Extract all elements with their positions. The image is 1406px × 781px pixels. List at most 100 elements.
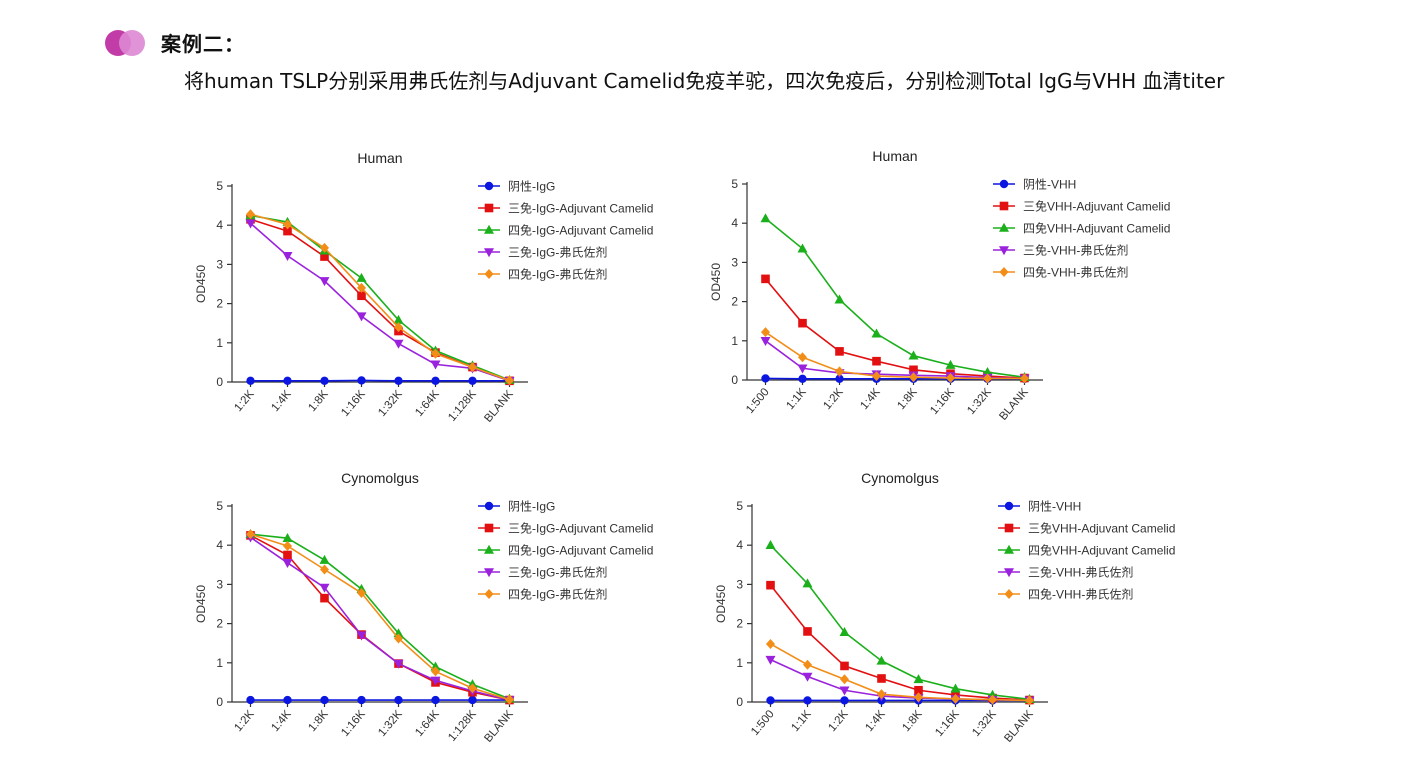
legend-label: 阴性-IgG xyxy=(508,180,555,194)
series-4 xyxy=(246,209,514,386)
data-point xyxy=(283,540,292,551)
legend-label: 四免-IgG-Adjuvant Camelid xyxy=(508,543,653,558)
legend-item: 四免-VHH-弗氏佐剂 xyxy=(993,265,1128,280)
data-point xyxy=(951,693,960,704)
legend-marker xyxy=(484,269,494,279)
series-line xyxy=(250,533,510,701)
legend-marker xyxy=(484,181,494,191)
data-point xyxy=(393,314,404,324)
legend-item: 三免-IgG-Adjuvant Camelid xyxy=(478,201,653,216)
x-tick-label: 1:500 xyxy=(749,708,777,738)
data-point xyxy=(283,376,292,386)
data-point xyxy=(357,376,366,385)
data-point xyxy=(803,627,812,636)
legend-item: 三免-IgG-Adjuvant Camelid xyxy=(478,521,653,536)
x-tick-label: 1:8K xyxy=(900,708,925,734)
data-point xyxy=(245,219,256,229)
legend-label: 三免-VHH-弗氏佐剂 xyxy=(1023,243,1128,258)
chart-title: Human xyxy=(872,148,917,164)
data-point xyxy=(320,564,329,575)
y-tick-label: 0 xyxy=(731,373,738,387)
data-point xyxy=(835,347,844,356)
data-point xyxy=(839,686,850,696)
legend-item: 四免-IgG-弗氏佐剂 xyxy=(478,267,607,282)
legend-marker xyxy=(484,544,494,554)
y-tick-label: 5 xyxy=(731,177,738,191)
x-tick-label: 1:16K xyxy=(928,386,957,417)
x-tick-label: 1:500 xyxy=(744,386,772,416)
y-axis-label: OD450 xyxy=(194,585,208,623)
chart-igg-human: Human OD450 0 1 2 3 4 5 1:2K 1:4K 1:8K 1:16K 1:32K 1:… xyxy=(194,150,653,425)
chart-title: Human xyxy=(357,150,402,166)
data-point xyxy=(909,372,918,383)
legend-marker xyxy=(484,203,494,213)
data-point xyxy=(320,242,329,253)
x-tick-label: 1:16K xyxy=(933,708,962,739)
y-tick-label: 4 xyxy=(731,216,738,230)
data-point xyxy=(246,376,255,386)
data-point xyxy=(246,695,255,705)
data-point xyxy=(798,352,807,363)
case-header: 案例二： 将human TSLP分别采用弗氏佐剂与Adjuvant Cameli… xyxy=(105,28,1305,99)
x-tick-label: 1:8K xyxy=(306,708,331,734)
data-point xyxy=(798,374,807,384)
y-tick-label: 0 xyxy=(216,375,223,389)
data-point xyxy=(430,360,441,370)
data-point xyxy=(914,692,923,703)
legend-label: 三免-IgG-弗氏佐剂 xyxy=(508,565,607,580)
legend-label: 阴性-VHH xyxy=(1023,178,1076,192)
data-point xyxy=(320,593,329,603)
x-tick-label: 1:2K xyxy=(232,708,257,734)
data-point xyxy=(468,362,477,373)
series-3 xyxy=(245,533,515,706)
bullet-dots-icon xyxy=(105,29,151,57)
legend-label: 四免-IgG-弗氏佐剂 xyxy=(508,587,607,602)
legend-marker xyxy=(484,523,494,533)
legend-label: 四免-IgG-弗氏佐剂 xyxy=(508,267,607,282)
series-0 xyxy=(246,376,514,386)
series-line xyxy=(765,340,1025,380)
case-description: 将human TSLP分别采用弗氏佐剂与Adjuvant Camelid免疫羊驼… xyxy=(184,69,1225,93)
data-point xyxy=(319,583,330,593)
data-point xyxy=(394,695,403,705)
bullet-dot-secondary xyxy=(119,29,145,56)
data-point xyxy=(908,350,919,360)
data-point xyxy=(797,364,808,374)
x-tick-label: 1:32K xyxy=(965,386,994,417)
data-point xyxy=(913,674,924,684)
data-point xyxy=(945,359,956,369)
legend-label: 三免-IgG-弗氏佐剂 xyxy=(508,245,607,260)
data-point xyxy=(872,371,881,382)
data-point xyxy=(505,375,514,386)
legend-item: 三免VHH-Adjuvant Camelid xyxy=(998,521,1175,536)
data-point xyxy=(1020,373,1029,384)
data-point xyxy=(872,356,881,366)
legend-marker xyxy=(484,224,494,234)
x-tick-label: 1:32K xyxy=(970,708,999,739)
data-point xyxy=(871,328,882,338)
data-point xyxy=(283,695,292,705)
series-line xyxy=(765,331,1025,380)
legend-label: 四免-VHH-弗氏佐剂 xyxy=(1023,265,1128,280)
data-point xyxy=(431,348,440,359)
x-tick-label: 1:2K xyxy=(232,388,257,414)
series-0 xyxy=(246,695,514,705)
chart-igg-cynomolgus: Cynomolgus OD450 0 1 2 3 4 5 1:2K 1:4K 1:8K 1:16K 1:… xyxy=(194,470,653,745)
x-tick-label: BLANK xyxy=(482,708,516,745)
data-point xyxy=(834,294,845,304)
chart-title: Cynomolgus xyxy=(341,470,419,486)
data-point xyxy=(320,695,329,705)
data-point xyxy=(431,666,440,677)
x-tick-label: BLANK xyxy=(1002,708,1036,745)
legend-marker xyxy=(484,589,494,599)
legend-item: 三免-IgG-弗氏佐剂 xyxy=(478,565,607,580)
data-point xyxy=(282,251,293,261)
data-point xyxy=(988,694,997,705)
series-line xyxy=(764,278,1025,379)
y-tick-label: 0 xyxy=(216,695,223,709)
data-point xyxy=(802,578,813,588)
data-point xyxy=(282,532,293,542)
data-point xyxy=(431,376,440,386)
x-tick-label: 1:4K xyxy=(269,708,294,734)
legend-label: 三免VHH-Adjuvant Camelid xyxy=(1023,199,1170,214)
